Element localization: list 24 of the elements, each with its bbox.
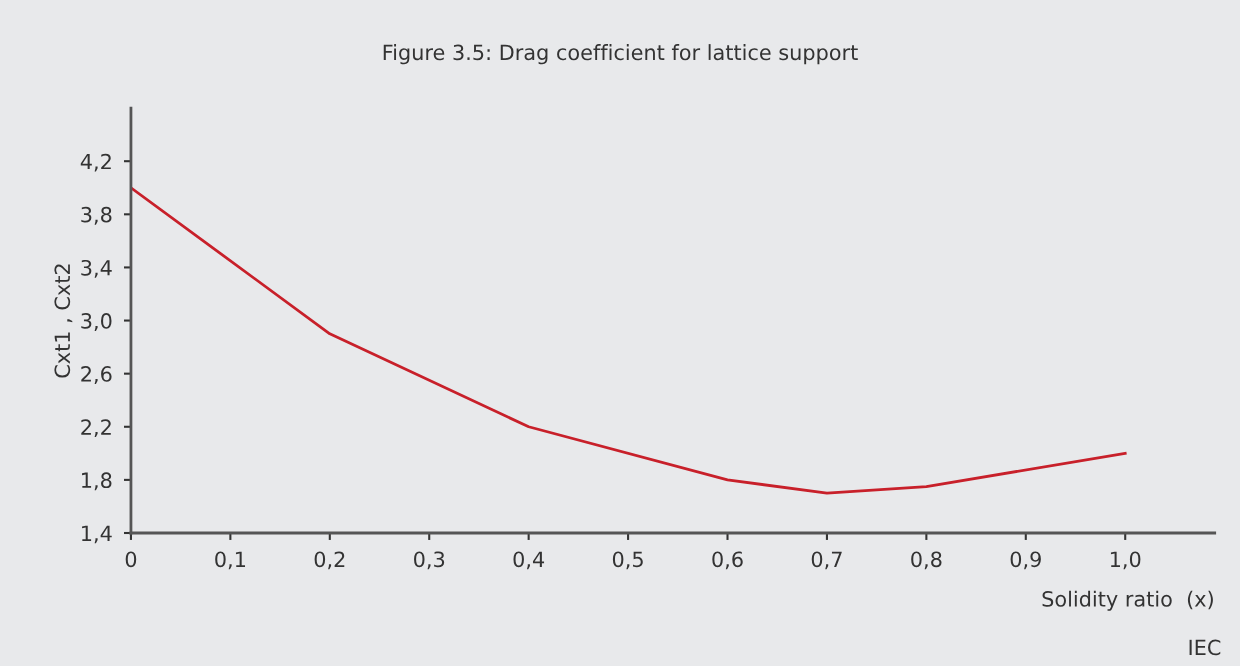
x-tick-label: 0,8 xyxy=(911,551,942,570)
x-tick-label: 0,4 xyxy=(513,551,545,570)
y-tick-label: 4,2 xyxy=(80,153,111,172)
y-tick-label: 3,8 xyxy=(81,206,112,225)
x-tick-label: 0,1 xyxy=(215,551,246,570)
x-axis-title: Solidity ratio (x) xyxy=(1042,590,1213,611)
x-tick-label: 0,7 xyxy=(811,551,842,570)
x-tick-label: 0,9 xyxy=(1010,551,1041,570)
text: IEC xyxy=(1189,639,1221,656)
y-tick-label: 1,4 xyxy=(82,525,112,544)
x-tick-label: 1,0 xyxy=(1110,551,1141,570)
y-axis-title: Cxt1 , Cxt2 xyxy=(54,264,73,378)
x-tick-label: 0,5 xyxy=(612,551,643,570)
x-tick-label: 0,6 xyxy=(712,551,743,570)
x-tick-label: 0 xyxy=(125,551,137,568)
y-tick-label: 3,0 xyxy=(81,313,112,331)
y-tick-label: 2,2 xyxy=(81,419,111,438)
y-tick-label: 2,6 xyxy=(81,366,112,384)
y-tick-label: 1,8 xyxy=(82,472,112,491)
x-tick-label: 0,3 xyxy=(414,551,445,570)
x-tick-label: 0,2 xyxy=(314,551,345,570)
chart-title: Figure 3.5: Drag coefficient for lattice support xyxy=(383,44,858,65)
line-series xyxy=(130,186,1127,495)
y-tick-label: 3,4 xyxy=(81,259,112,278)
